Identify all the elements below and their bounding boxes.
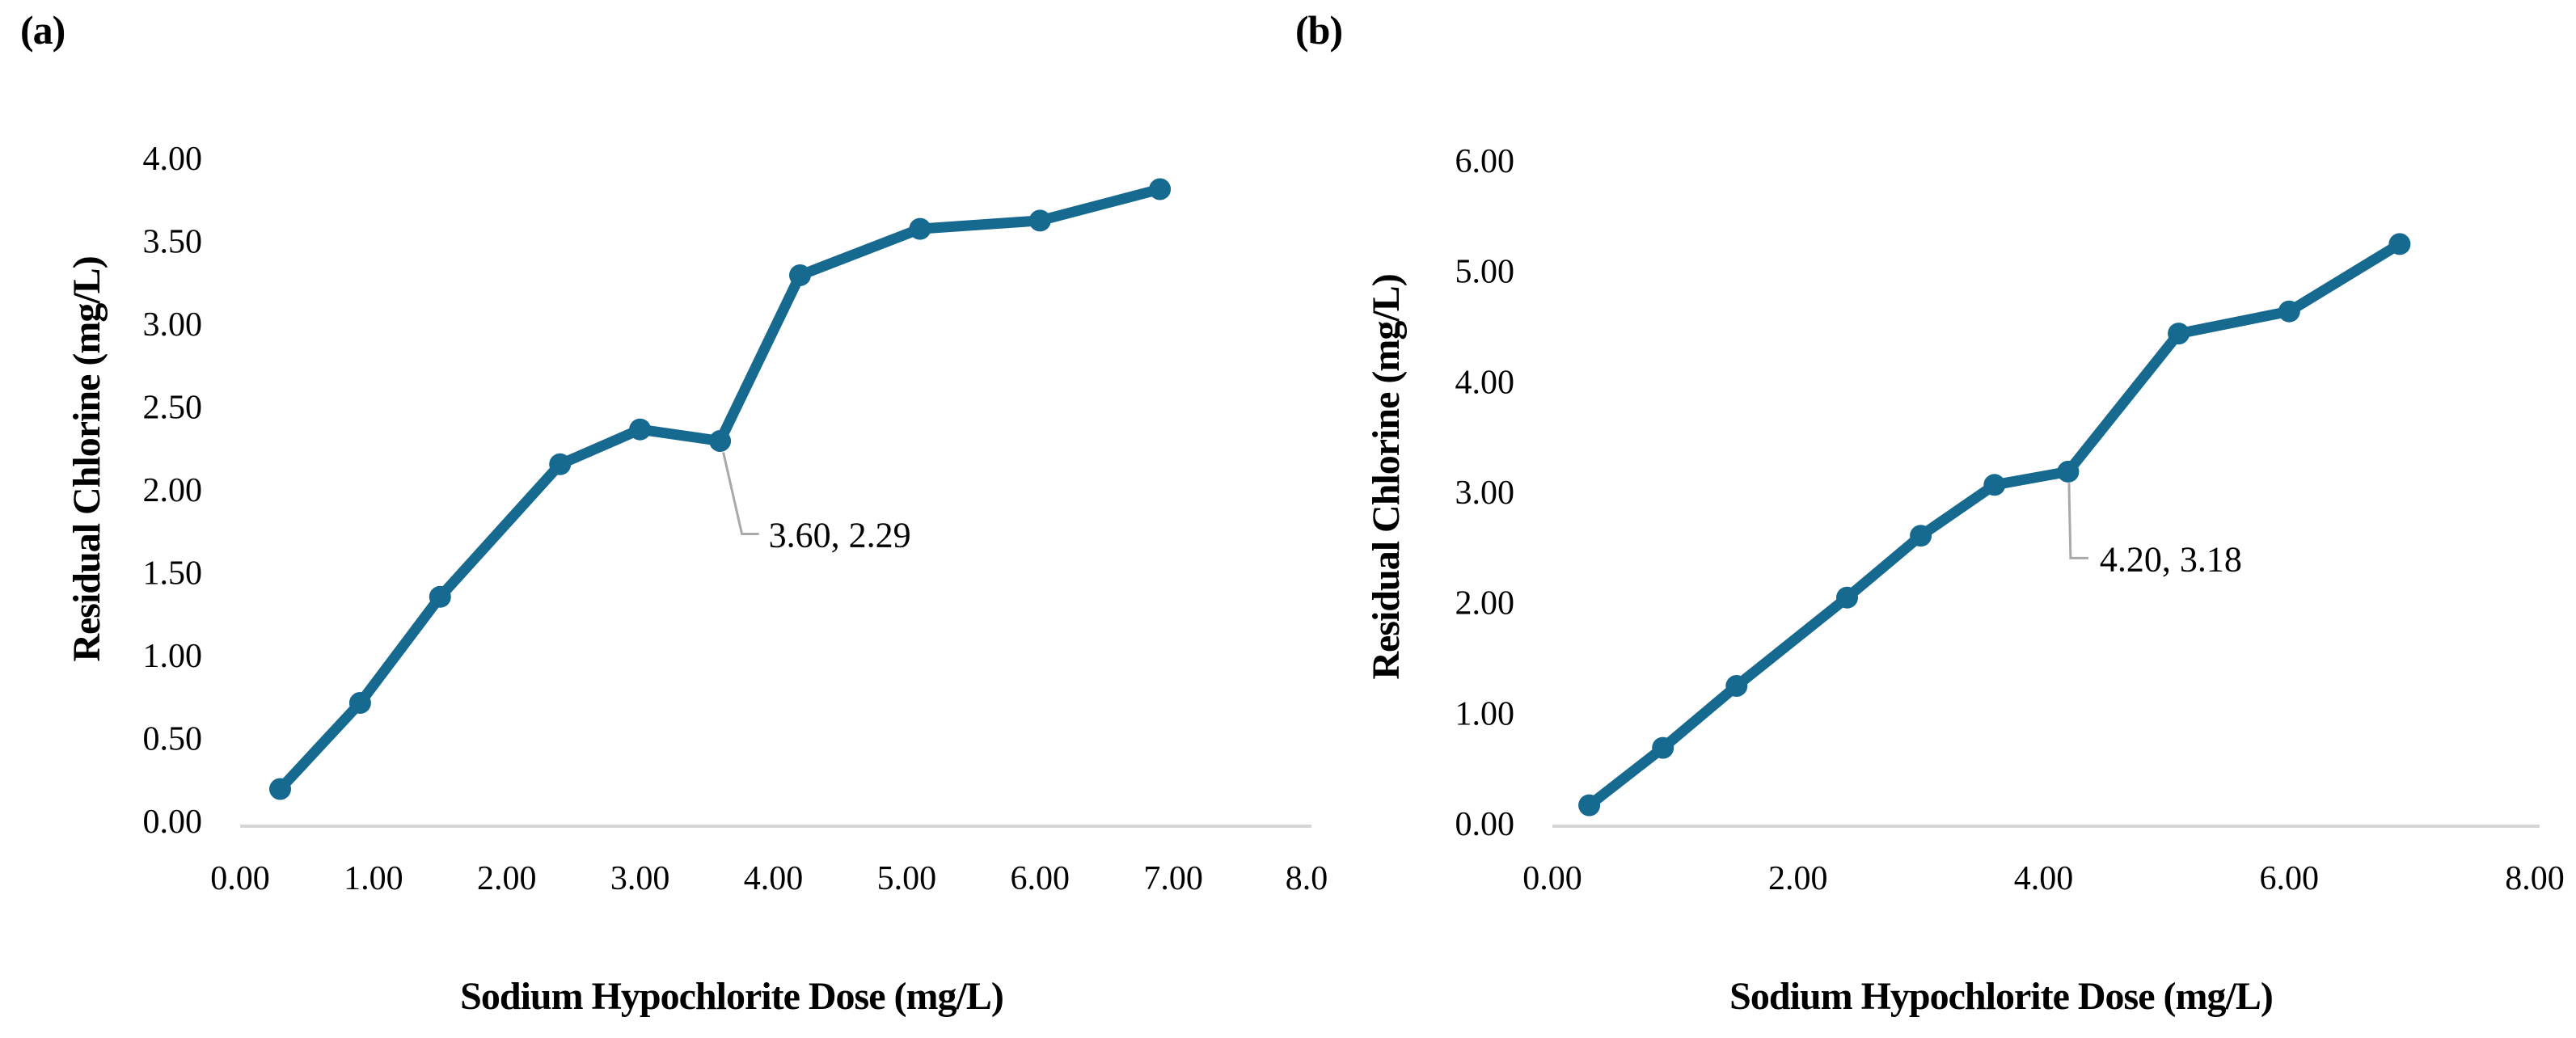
data-point-marker [2278,300,2300,323]
x-tick-label: 0.00 [1522,860,1582,897]
y-tick-label: 2.50 [143,390,203,427]
y-tick-label: 0.00 [1455,806,1515,843]
y-tick-label: 1.00 [1455,695,1515,732]
data-point-marker [1725,675,1748,697]
x-tick-label: 6.00 [2260,860,2320,897]
panel-b: (b) 0.00 1.00 2.00 3.00 4.00 5.00 6.00 0.00 2.00… [1286,0,2576,1038]
y-axis-title: Residual Chlorine (mg/L) [1365,274,1408,679]
panel-a-label: (a) [20,7,65,53]
x-tick-label: 2.00 [477,860,537,897]
x-tick-label: 8.00 [2505,860,2565,897]
y-tick-label: 1.50 [143,555,203,593]
data-point-marker [269,778,291,800]
x-tick-label: 4.00 [2014,860,2074,897]
data-point-marker [629,418,652,441]
y-tick-label: 2.00 [1455,585,1515,622]
data-point-marker [1578,794,1601,816]
x-axis-title: Sodium Hypochlorite Dose (mg/L) [460,975,1003,1018]
data-point-marker [1836,586,1858,609]
y-tick-label: 6.00 [1455,143,1515,180]
annotation-leader-line [722,452,759,535]
y-tick-label: 5.00 [1455,254,1515,291]
data-point-marker [1910,525,1932,547]
data-point-marker [2388,233,2411,255]
data-point-marker [549,453,572,475]
panel-a: (a) 0.00 0.50 1.00 1.50 2.00 2.50 3.00 3.50 4.00… [20,7,1328,1018]
y-tick-label: 1.00 [143,638,203,675]
y-tick-label: 0.00 [143,804,203,841]
annotation-leader-line [2067,483,2088,559]
x-tick-label: 6.00 [1011,860,1071,897]
y-tick-label: 0.50 [143,721,203,758]
x-axis-title: Sodium Hypochlorite Dose (mg/L) [1729,975,2273,1018]
data-point-marker [429,585,451,608]
chart-b: 0.00 1.00 2.00 3.00 4.00 5.00 6.00 0.00 2.00 4.00… [1365,143,2565,1018]
y-tick-label: 3.00 [1455,475,1515,512]
y-axis-title: Residual Chlorine (mg/L) [65,256,108,661]
x-tick-label: 3.00 [610,860,670,897]
data-point-marker [348,692,371,714]
data-point-marker [1028,209,1051,232]
data-point-marker [789,264,811,286]
data-point-marker [1652,736,1674,759]
x-tick-label: 8.0 [1286,860,1328,897]
data-point-marker [909,217,931,240]
y-tick-label: 3.00 [143,306,203,344]
data-point-marker [2057,460,2080,483]
x-tick-label: 7.00 [1143,860,1203,897]
y-tick-label: 4.00 [1455,364,1515,401]
data-point-marker [709,430,732,452]
series-line [1584,238,2405,811]
series-line [275,184,1166,795]
annotation-label: 4.20, 3.18 [2100,539,2242,579]
y-tick-label: 4.00 [143,141,203,178]
data-point-marker [1983,474,2006,496]
y-tick-label: 2.00 [143,472,203,509]
x-tick-label: 4.00 [744,860,804,897]
y-tick-label: 3.50 [143,224,203,261]
data-point-marker [1149,178,1172,200]
x-tick-label: 0.00 [210,860,270,897]
x-tick-label: 1.00 [344,860,403,897]
x-tick-label: 2.00 [1768,860,1828,897]
x-tick-label: 5.00 [877,860,937,897]
data-point-marker [2168,323,2190,345]
annotation-label: 3.60, 2.29 [769,516,911,555]
chart-a: 0.00 0.50 1.00 1.50 2.00 2.50 3.00 3.50 4.00 0.00… [65,141,1328,1018]
panel-b-label: (b) [1295,7,1343,53]
